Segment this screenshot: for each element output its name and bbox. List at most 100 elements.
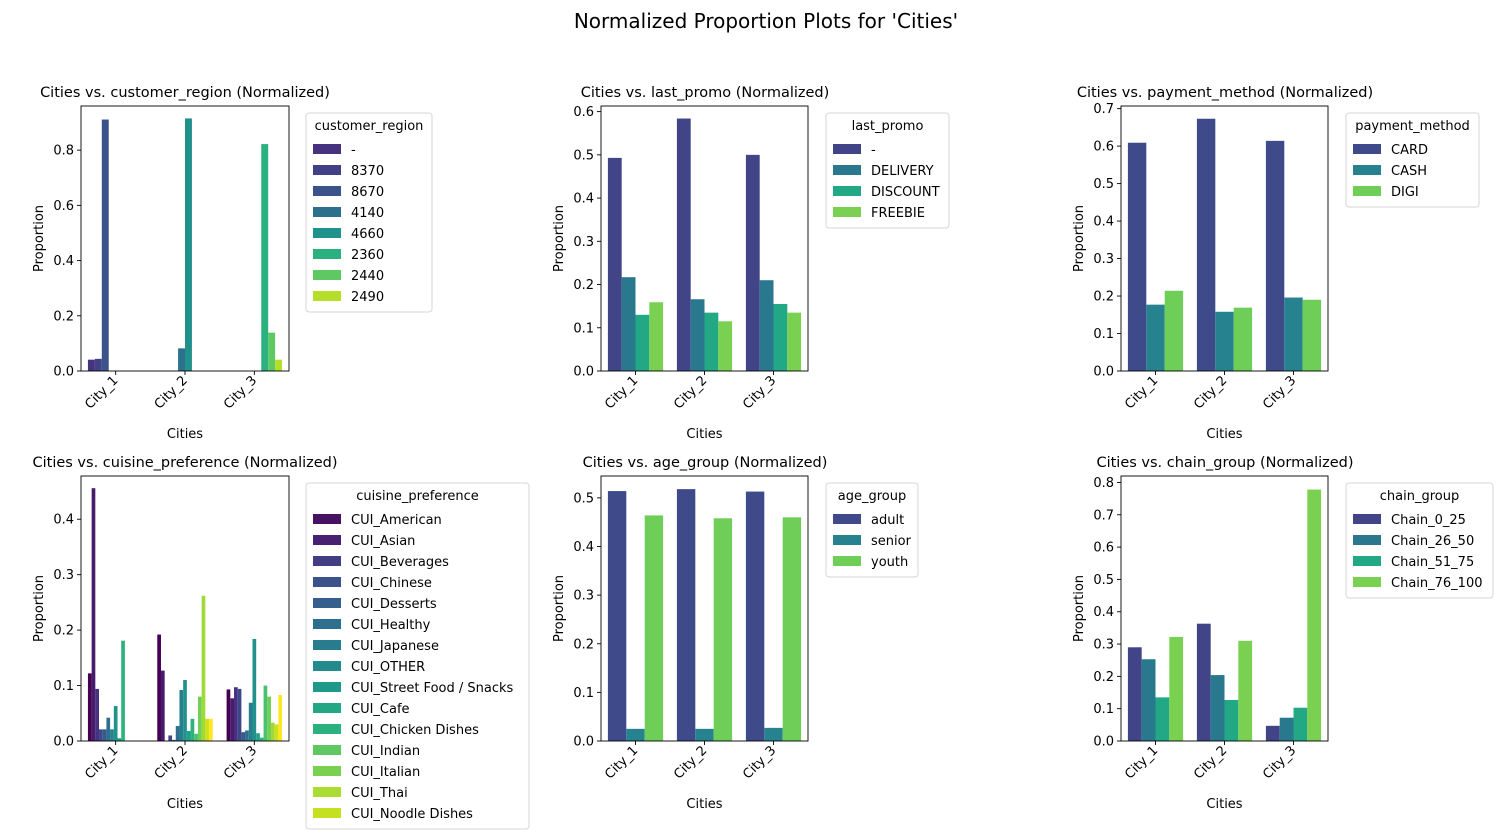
- legend-swatch: [313, 682, 341, 692]
- legend-swatch: [313, 619, 341, 629]
- bar: [110, 729, 114, 741]
- legend-item: Chain_0_25: [1391, 513, 1466, 528]
- legend-swatch: [313, 556, 341, 566]
- bar: [172, 739, 176, 741]
- chart-panel-2: Cities vs. last_promo (Normalized) 0.0 0.1…: [552, 85, 950, 442]
- legend-item: 8670: [351, 185, 384, 200]
- y-tick-label: 0.2: [53, 309, 74, 324]
- chart-title: Cities vs. payment_method (Normalized): [1077, 85, 1373, 101]
- bar: [106, 717, 111, 741]
- legend-title: payment_method: [1355, 119, 1470, 134]
- legend-swatch: [313, 249, 341, 259]
- legend-swatch: [313, 640, 341, 650]
- y-tick-label: 0.3: [1093, 638, 1114, 653]
- bar: [690, 299, 705, 371]
- legend-item: DISCOUNT: [871, 185, 940, 200]
- bar: [230, 698, 234, 741]
- y-axis-label: Proportion: [32, 205, 47, 272]
- legend-swatch: [1353, 144, 1381, 154]
- y-tick-label: 0.8: [53, 144, 74, 159]
- legend: payment_method CARD CASH DIGI: [1345, 112, 1480, 208]
- legend-swatch: [313, 144, 341, 154]
- bar: [183, 680, 187, 741]
- chart-title: Cities vs. last_promo (Normalized): [581, 85, 830, 101]
- bar: [270, 722, 275, 741]
- y-tick-label: 0.7: [1093, 508, 1114, 523]
- legend-box: [305, 482, 530, 830]
- legend-swatch: [313, 577, 341, 587]
- legend-title: cuisine_preference: [356, 489, 478, 504]
- x-tick-label: City_2: [1191, 373, 1230, 412]
- y-tick-label: 0.1: [573, 686, 594, 701]
- legend-swatch: [313, 207, 341, 217]
- bar: [635, 314, 650, 371]
- legend-swatch: [313, 703, 341, 713]
- bar: [175, 726, 180, 741]
- chart-title: Cities vs. chain_group (Normalized): [1096, 455, 1353, 471]
- legend-swatch: [1353, 165, 1381, 175]
- legend-item: 4140: [351, 206, 384, 221]
- bar: [1210, 675, 1225, 741]
- legend-swatch: [1353, 535, 1381, 545]
- x-tick-label: City_1: [1122, 373, 1161, 412]
- bar: [197, 696, 202, 741]
- bar: [209, 718, 213, 741]
- y-tick-label: 0.2: [53, 624, 74, 639]
- legend-swatch: [313, 228, 341, 238]
- y-tick-label: 0.0: [53, 365, 74, 380]
- bar: [676, 118, 691, 371]
- y-tick-label: 0.1: [1093, 327, 1114, 342]
- legend-item: CUI_Chicken Dishes: [351, 723, 479, 738]
- legend-item: CUI_Healthy: [351, 618, 431, 633]
- y-tick-label: 0.4: [1093, 215, 1114, 230]
- legend-swatch: [1353, 186, 1381, 196]
- legend-swatch: [833, 535, 861, 545]
- legend-swatch: [1353, 556, 1381, 566]
- legend-item: 2360: [351, 248, 384, 263]
- legend-item: CUI_Street Food / Snacks: [351, 681, 514, 696]
- bar: [745, 491, 765, 741]
- bar: [1146, 304, 1165, 371]
- legend-box: [825, 482, 919, 578]
- y-tick-label: 0.1: [573, 321, 594, 336]
- figure-suptitle: Normalized Proportion Plots for 'Cities': [574, 9, 958, 33]
- legend: cuisine_preference CUI_American CUI_Asian C…: [305, 482, 530, 830]
- x-tick-label: City_1: [602, 743, 641, 782]
- bar: [607, 157, 622, 371]
- bar: [1265, 140, 1285, 371]
- bar: [190, 718, 195, 741]
- y-tick-label: 0.7: [1093, 102, 1114, 117]
- legend-swatch: [833, 207, 861, 217]
- y-tick-label: 0.8: [1093, 476, 1114, 491]
- bar: [745, 154, 760, 371]
- bar: [94, 358, 102, 371]
- bar: [713, 518, 733, 741]
- bar: [261, 144, 269, 371]
- bar: [1169, 636, 1184, 741]
- bar: [234, 687, 238, 741]
- bar: [1284, 297, 1303, 371]
- y-tick-label: 0.6: [1093, 140, 1114, 155]
- legend-item: CUI_Desserts: [351, 597, 437, 612]
- legend-item: CUI_Chinese: [351, 576, 432, 591]
- y-tick-label: 0.4: [573, 192, 594, 207]
- legend-item: CASH: [1391, 164, 1427, 179]
- bar: [704, 312, 719, 371]
- y-tick-label: 0.5: [573, 148, 594, 163]
- legend-item: CUI_OTHER: [351, 660, 425, 675]
- legend-swatch: [313, 598, 341, 608]
- chart-panel-3: Cities vs. payment_method (Normalized)0.…: [1072, 85, 1480, 442]
- legend-swatch: [313, 787, 341, 797]
- legend-title: age_group: [838, 489, 906, 504]
- x-tick-label: City_2: [152, 743, 191, 782]
- legend-item: 8370: [351, 164, 384, 179]
- bar: [248, 702, 253, 741]
- legend-item: CUI_Cafe: [351, 702, 410, 717]
- x-tick-label: City_1: [82, 743, 121, 782]
- legend-swatch: [313, 535, 341, 545]
- bar: [1196, 118, 1216, 372]
- legend-swatch: [833, 165, 861, 175]
- bar: [773, 303, 788, 371]
- legend-item: Chain_51_75: [1391, 555, 1474, 570]
